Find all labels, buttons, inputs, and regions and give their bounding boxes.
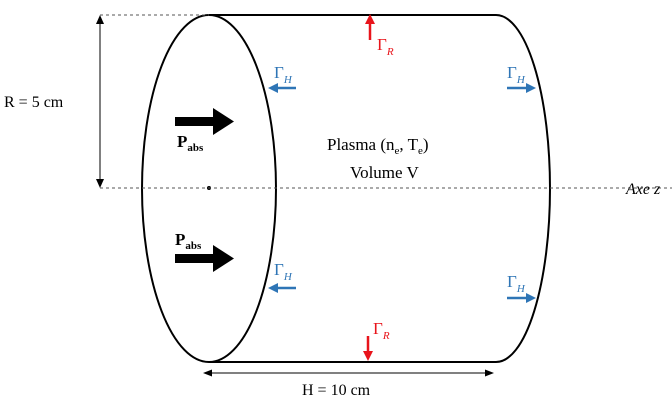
volume-label: Volume V bbox=[350, 163, 420, 182]
power-arrow-bottom bbox=[175, 245, 234, 272]
radius-label: R = 5 cm bbox=[4, 94, 64, 111]
radial-flux-arrow-bottom bbox=[363, 336, 373, 361]
axial-flux-arrow-top-right bbox=[507, 83, 536, 93]
axis-label: Axe z bbox=[625, 181, 661, 198]
power-arrow-top bbox=[175, 108, 234, 135]
height-label: H = 10 cm bbox=[302, 382, 371, 399]
power-label-bottom: Pabs bbox=[175, 230, 202, 252]
axial-flux-label-bottom-left: ΓH bbox=[274, 260, 293, 283]
axial-flux-arrow-bottom-right bbox=[507, 293, 536, 303]
axial-flux-label-top-right: ΓH bbox=[507, 63, 526, 86]
power-label-top: Pabs bbox=[177, 132, 204, 154]
height-dimension: H = 10 cm bbox=[203, 369, 494, 399]
axial-flux-label-bottom-right: ΓH bbox=[507, 272, 526, 295]
radial-flux-label-bottom: ΓR bbox=[373, 319, 390, 342]
axial-flux-arrow-top-left bbox=[268, 83, 296, 93]
radius-dimension: R = 5 cm bbox=[4, 15, 104, 188]
axial-flux-arrow-bottom-left bbox=[268, 283, 296, 293]
plasma-label: Plasma (ne, Te) bbox=[327, 135, 429, 157]
radial-flux-arrow-top bbox=[365, 14, 375, 40]
axial-flux-label-top-left: ΓH bbox=[274, 63, 293, 86]
radial-flux-label-top: ΓR bbox=[377, 35, 394, 58]
